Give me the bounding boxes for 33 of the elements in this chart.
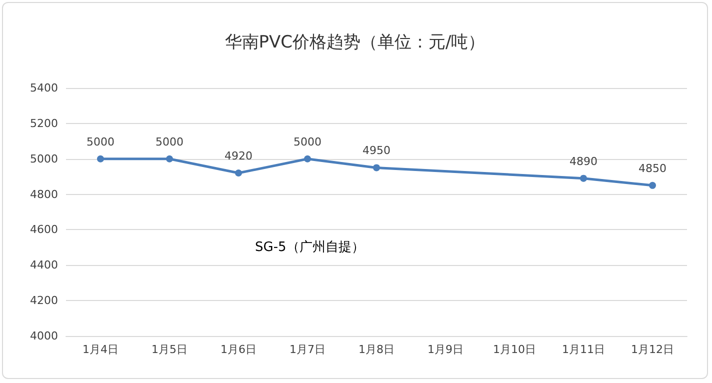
- x-tick-label: 1月7日: [290, 343, 326, 356]
- x-tick-label: 1月8日: [358, 343, 394, 356]
- y-tick-label: 4600: [30, 223, 58, 236]
- data-label: 5000: [86, 135, 114, 148]
- data-label: 5000: [156, 135, 184, 148]
- data-label: 5000: [294, 135, 322, 148]
- x-tick-label: 1月6日: [220, 343, 256, 356]
- text: SG-5（广州自提）: [255, 240, 364, 255]
- y-tick-label: 4800: [30, 188, 58, 201]
- y-tick-label: 5000: [30, 152, 58, 166]
- y-tick-label: 4400: [30, 258, 58, 272]
- point: [97, 155, 104, 162]
- x-tick-label: 1月9日: [428, 343, 464, 356]
- point: [580, 174, 587, 182]
- x-tick-label: 1月12日: [631, 343, 674, 356]
- point: [649, 182, 656, 189]
- data-label: 4890: [570, 154, 598, 168]
- data-label: 4920: [224, 150, 252, 163]
- data-label: 4950: [362, 144, 390, 158]
- y-tick-label: 4200: [30, 294, 58, 308]
- chart-title: 华南PVC价格趋势（单位：元/吨）: [224, 32, 486, 52]
- y-tick-label: 5400: [30, 82, 58, 94]
- data-label: 4850: [638, 162, 666, 175]
- y-tick-label: 4000: [30, 330, 58, 342]
- point: [304, 155, 311, 162]
- x-tick-label: 1月10日: [493, 343, 536, 356]
- y-tick-label: 5200: [30, 116, 58, 130]
- point: [166, 155, 173, 162]
- x-tick-label: 1月4日: [82, 343, 118, 356]
- x-tick-label: 1月11日: [562, 343, 605, 356]
- point: [373, 164, 380, 172]
- point: [235, 170, 242, 177]
- x-tick-label: 1月5日: [152, 343, 188, 356]
